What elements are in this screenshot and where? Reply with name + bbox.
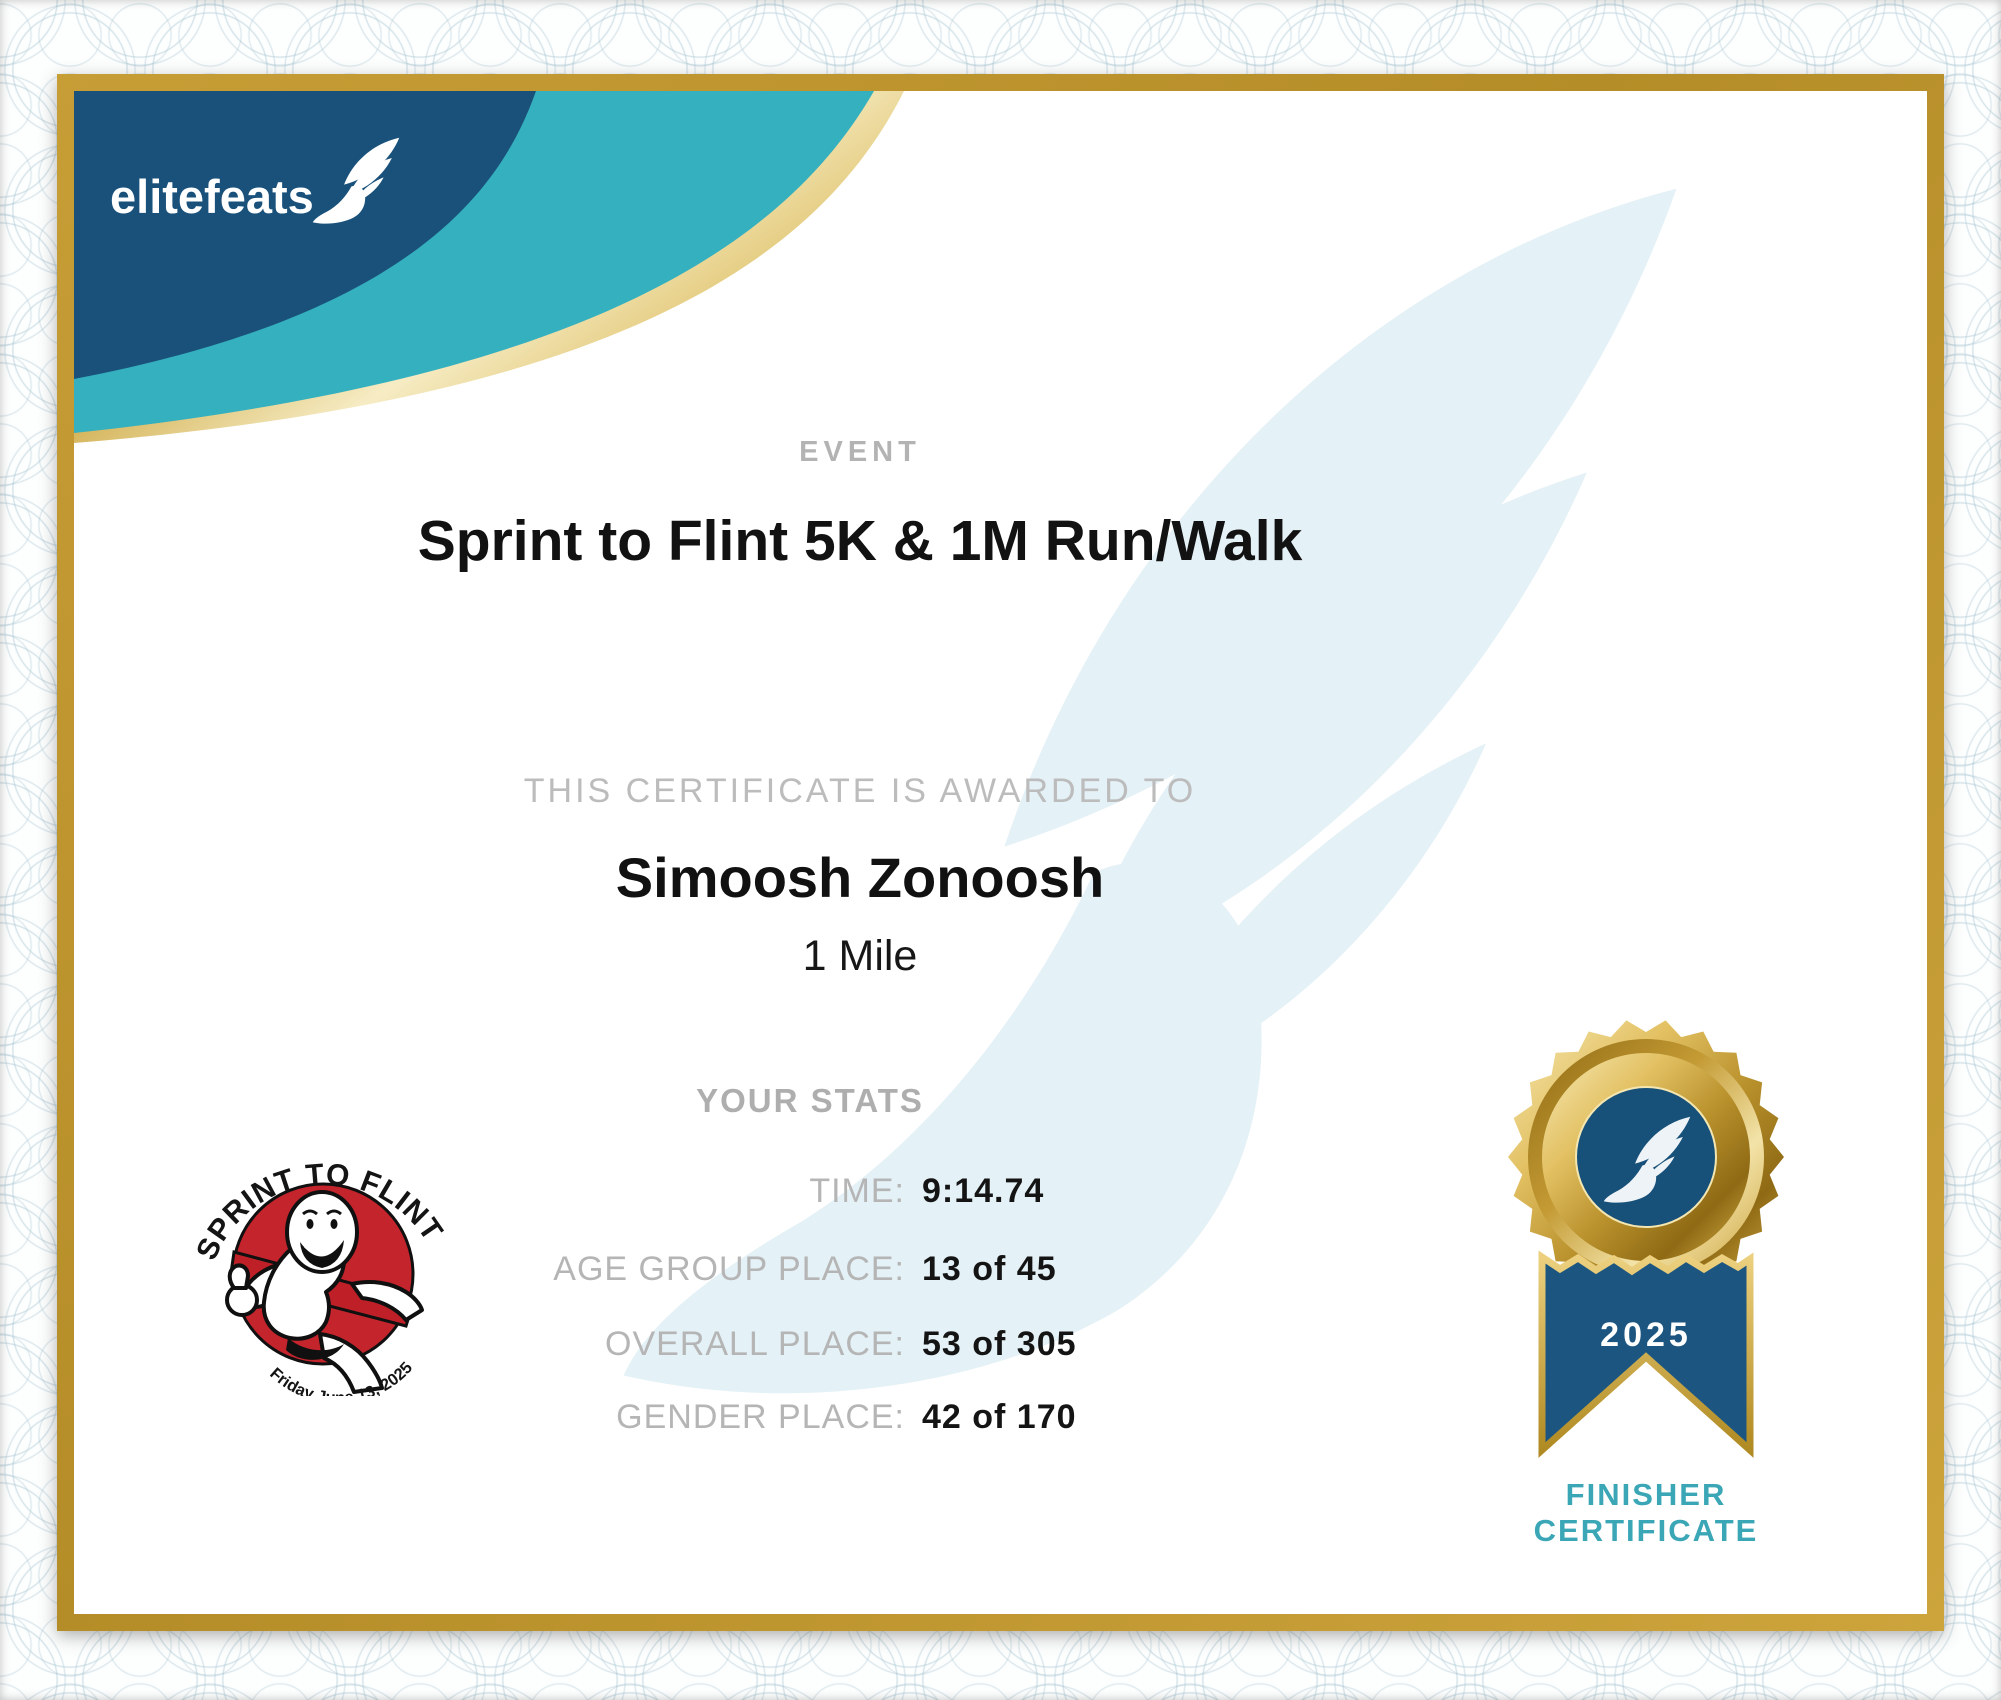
stat-value: 53 of 305 <box>922 1325 1077 1363</box>
stat-row-time: TIME: 9:14.74 <box>380 1172 1044 1211</box>
gold-frame: elitefeats EVENT Sprint to Flint 5K & 1M… <box>57 74 1944 1631</box>
stat-label: AGE GROUP PLACE: <box>553 1250 905 1288</box>
event-label: EVENT <box>799 436 921 468</box>
ghost-face <box>286 1209 344 1360</box>
recipient-name: Simoosh Zonoosh <box>615 846 1105 909</box>
event-logo-ghost: SPRINT TO FLINT Friday June 13, 2025 <box>192 1158 448 1396</box>
certificate-body: elitefeats EVENT Sprint to Flint 5K & 1M… <box>74 91 1927 1614</box>
finisher-caption: FINISHER CERTIFICATE <box>1496 1477 1796 1549</box>
finisher-medal <box>1508 1020 1784 1458</box>
finisher-caption-line2: CERTIFICATE <box>1533 1513 1759 1548</box>
awarded-label: THIS CERTIFICATE IS AWARDED TO <box>523 772 1197 810</box>
event-name: Sprint to Flint 5K & 1M Run/Walk <box>417 509 1303 573</box>
brand-logo: elitefeats <box>110 137 402 229</box>
winged-foot-icon <box>312 137 400 224</box>
medal-ribbon <box>1538 1250 1754 1458</box>
stat-label: OVERALL PLACE: <box>605 1325 905 1363</box>
stat-label: TIME: <box>809 1172 905 1210</box>
stat-row-overall-place: OVERALL PLACE: 53 of 305 <box>380 1325 1077 1364</box>
stat-row-gender-place: GENDER PLACE: 42 of 170 <box>380 1398 1077 1437</box>
navy-swoosh <box>74 91 536 379</box>
medal-year: 2025 <box>1600 1316 1692 1354</box>
stat-value: 42 of 170 <box>922 1398 1077 1436</box>
stats-heading: YOUR STATS <box>696 1082 924 1119</box>
brand-name: elitefeats <box>110 170 314 223</box>
stat-row-age-group-place: AGE GROUP PLACE: 13 of 45 <box>380 1250 1057 1289</box>
stat-value: 9:14.74 <box>922 1172 1045 1210</box>
stat-value: 13 of 45 <box>922 1250 1057 1288</box>
race-distance: 1 Mile <box>802 932 918 980</box>
header-swoosh <box>74 91 904 443</box>
finisher-caption-line1: FINISHER <box>1565 1477 1727 1512</box>
stat-label: GENDER PLACE: <box>616 1398 905 1436</box>
